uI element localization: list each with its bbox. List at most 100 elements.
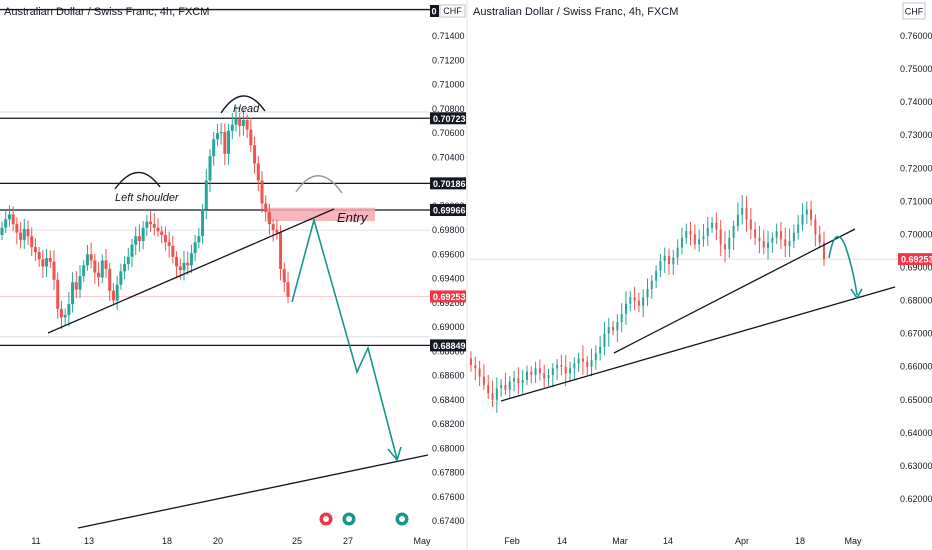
neckline-trendline[interactable] — [47, 208, 335, 334]
candle-body — [814, 219, 817, 235]
left-price-axis[interactable]: 0.71400 0.71200 0.71000 0.70800 0.70600 0.704… — [430, 4, 466, 526]
price-tick-label: 0.64000 — [900, 428, 932, 438]
trendline[interactable] — [613, 228, 856, 354]
long-support-trendline[interactable] — [500, 286, 896, 402]
level-price-badge-label: 0.68849 — [433, 341, 466, 351]
time-tick-label: Mar — [612, 536, 628, 546]
price-tick-label: 0.62000 — [900, 494, 932, 504]
time-tick-label: 14 — [557, 536, 567, 546]
candle-body — [56, 279, 60, 309]
right-chart-pane[interactable] — [470, 195, 898, 413]
left-chart-pane[interactable]: Head Left shoulder Entry — [0, 8, 430, 529]
currency-tag[interactable] — [902, 2, 926, 20]
currency-tag[interactable] — [439, 4, 466, 18]
price-tick-label: 0.65000 — [900, 395, 932, 405]
price-tick-label: 0.72000 — [900, 163, 932, 173]
candle-body — [620, 313, 623, 323]
candle-body — [59, 308, 63, 318]
candle-body — [771, 237, 774, 243]
candle-body — [672, 257, 675, 265]
candle-body — [521, 379, 524, 384]
candle-body — [230, 124, 234, 131]
event-red-icon[interactable] — [319, 512, 333, 526]
candle-body — [160, 231, 164, 235]
right-shoulder-arc[interactable] — [295, 175, 343, 194]
candle-body — [581, 358, 584, 362]
right-time-axis[interactable]: Feb 14 Mar 14 Apr 18 May — [504, 536, 862, 546]
candle-body — [577, 358, 580, 364]
candle-body — [52, 261, 56, 280]
candle-body — [245, 119, 249, 130]
currency-tag-label: CHF — [443, 6, 462, 16]
candle-body — [111, 290, 115, 301]
candle-body — [590, 360, 593, 367]
support-trendline[interactable] — [77, 454, 429, 529]
current-price-badge — [898, 253, 932, 266]
candle-body — [186, 262, 190, 266]
candle-body — [792, 232, 795, 242]
price-tick-label: 0.69600 — [432, 249, 465, 259]
candle-body — [227, 130, 231, 154]
candle-body — [134, 236, 138, 245]
candle-body — [201, 209, 205, 237]
candle-body — [736, 214, 739, 227]
candle-body — [82, 265, 86, 277]
time-tick-label: 13 — [84, 536, 94, 546]
candle-body — [616, 322, 619, 331]
left-time-axis[interactable]: 11 13 18 20 25 27 May — [31, 536, 431, 546]
event-teal-icon-inner — [346, 516, 352, 522]
event-teal-icon[interactable] — [342, 512, 356, 526]
current-price-badge-label: 0.69253 — [901, 255, 932, 265]
price-tick-label: 0.67600 — [432, 492, 465, 502]
right-price-axis[interactable]: 0.76000 0.75000 0.74000 0.73000 0.72000 0.710… — [898, 2, 932, 504]
candle-body — [279, 232, 283, 269]
candle-body — [156, 227, 160, 232]
candle-body — [85, 254, 89, 266]
candle-body — [37, 251, 41, 260]
candle-body — [517, 378, 520, 384]
candle-body — [711, 222, 714, 228]
candle-body — [67, 304, 71, 315]
candle-body — [182, 262, 186, 271]
time-tick-label: Apr — [735, 536, 749, 546]
candle-body — [551, 368, 554, 375]
candle-body — [4, 219, 8, 228]
forecast-curve[interactable] — [828, 235, 858, 296]
candle-body — [513, 378, 516, 382]
candle-body — [556, 365, 559, 369]
price-tick-label: 0.63000 — [900, 461, 932, 471]
price-tick-label: 0.69400 — [432, 274, 465, 284]
candle-body — [267, 211, 271, 225]
level-price-badge-label: 0.70186 — [433, 179, 466, 189]
candle-body — [758, 237, 761, 242]
candle-body — [797, 224, 800, 233]
candle-body — [784, 239, 787, 247]
price-tick-label: 0.67800 — [432, 468, 465, 478]
price-tick-label: 0.68400 — [432, 395, 465, 405]
candle-body — [586, 361, 589, 367]
price-tick-label: 0.67000 — [900, 329, 932, 339]
price-tick-label: 0.71200 — [432, 55, 465, 65]
candle-body — [762, 241, 765, 248]
candle-body — [779, 231, 782, 240]
left-shoulder-arc[interactable] — [114, 171, 161, 190]
candle-body — [482, 376, 485, 385]
candle-body — [249, 129, 253, 146]
candle-body — [564, 366, 567, 374]
candle-body — [15, 224, 19, 233]
candle-body — [715, 222, 718, 230]
price-tick-label: 0.71400 — [432, 31, 465, 41]
level-price-badge — [430, 339, 466, 352]
candle-body — [633, 297, 636, 301]
price-tick-label: 0.73000 — [900, 130, 932, 140]
head-arc[interactable] — [220, 95, 266, 114]
candle-body — [71, 282, 75, 305]
event-teal-icon[interactable] — [395, 512, 409, 526]
forecast-path[interactable] — [291, 216, 398, 460]
price-tick-label: 0.68200 — [432, 419, 465, 429]
candle-body — [223, 131, 227, 154]
candle-body — [45, 258, 49, 267]
candle-body — [238, 118, 242, 126]
